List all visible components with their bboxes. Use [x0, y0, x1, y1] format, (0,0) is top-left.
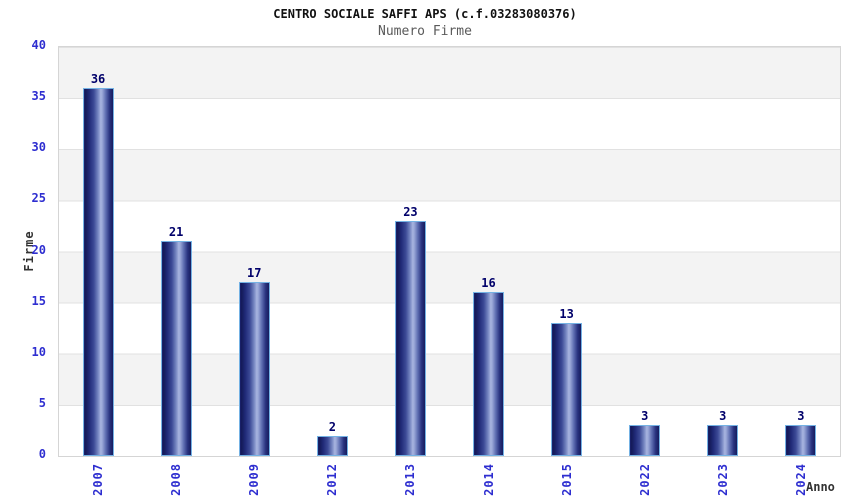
bar — [629, 425, 661, 456]
bar-group-2007: 36 2007 — [59, 47, 137, 496]
y-axis: Firme 40 35 30 25 20 15 10 5 0 — [0, 38, 52, 461]
chart-title: CENTRO SOCIALE SAFFI APS (c.f.0328308037… — [273, 7, 577, 21]
x-tick-label: 2023 — [715, 463, 730, 496]
bar — [707, 425, 739, 456]
bar-value-label: 2 — [328, 419, 336, 434]
bar — [82, 87, 114, 456]
x-tick-label: 2014 — [481, 463, 496, 496]
bar-group-2009: 17 2009 — [215, 47, 293, 496]
bar-value-label: 36 — [90, 71, 106, 86]
bar — [394, 220, 426, 456]
bar-group-2012: 2 2012 — [293, 47, 371, 496]
bar-value-label: 17 — [247, 266, 262, 281]
bar — [160, 241, 192, 456]
chart-subtitle: Numero Firme — [378, 24, 472, 39]
bar-value-label: 21 — [168, 225, 184, 240]
bar-group-2015: 13 2015 — [528, 47, 606, 496]
bar-value-label: 3 — [641, 409, 649, 424]
y-tick-30: 30 — [31, 140, 46, 155]
x-tick-label: 2012 — [325, 463, 340, 496]
bar — [238, 282, 270, 456]
x-tick-label: 2022 — [637, 463, 652, 496]
bar — [785, 425, 817, 456]
y-tick-35: 35 — [31, 89, 46, 104]
x-tick-label: 2013 — [403, 463, 418, 496]
x-tick-label: 2007 — [91, 463, 106, 496]
bar-group-2022: 3 2022 — [606, 47, 684, 496]
bar — [473, 292, 505, 456]
y-tick-10: 10 — [31, 344, 46, 359]
x-tick-label: 2009 — [247, 463, 262, 496]
bar-group-2013: 23 2013 — [371, 47, 449, 496]
bar-value-label: 16 — [481, 276, 496, 291]
x-tick-label: 2008 — [169, 463, 184, 496]
y-tick-0: 0 — [38, 447, 46, 461]
y-tick-40: 40 — [31, 38, 46, 52]
x-tick-label: 2015 — [559, 463, 574, 496]
bar-group-2008: 21 2008 — [137, 47, 215, 496]
bar-value-label: 13 — [559, 307, 574, 322]
x-axis-title: Anno — [806, 480, 835, 494]
bar-value-label: 3 — [797, 409, 805, 424]
y-tick-25: 25 — [31, 191, 46, 206]
bar-value-label: 3 — [719, 409, 727, 424]
y-tick-5: 5 — [38, 395, 46, 410]
bar-value-label: 23 — [403, 204, 418, 219]
plot-area: 36 2007 21 2008 17 2009 2 2012 23 2013 1… — [58, 46, 841, 496]
y-tick-20: 20 — [31, 242, 46, 257]
y-tick-15: 15 — [31, 293, 46, 308]
bar — [316, 435, 348, 456]
bar — [551, 323, 583, 456]
bar-group-2024: 3 2024 — [762, 47, 840, 496]
bar-group-2023: 3 2023 — [684, 47, 762, 496]
bar-group-2014: 16 2014 — [449, 47, 527, 496]
